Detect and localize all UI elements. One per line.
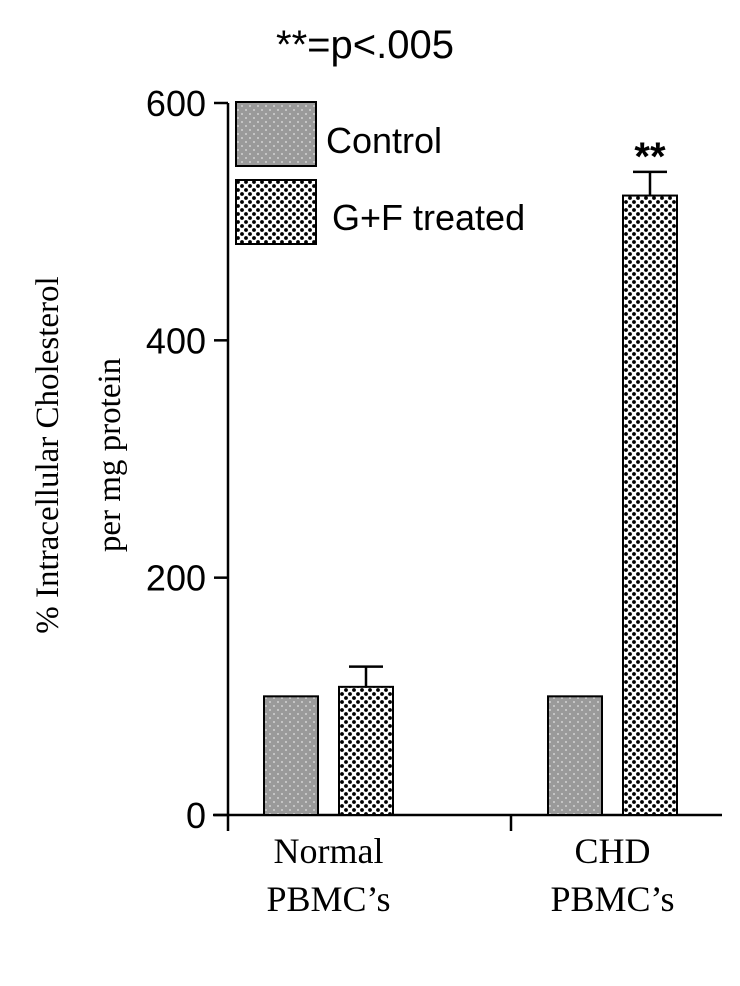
significance-label: **	[634, 135, 666, 179]
y-axis-title: % Intracellular Cholesterol per mg prote…	[30, 276, 128, 633]
bar	[622, 194, 678, 816]
y-tick-label: 600	[146, 83, 206, 124]
error-bars	[349, 170, 667, 687]
legend: Control G+F treated	[235, 101, 525, 245]
bar	[547, 695, 603, 816]
y-axis-title-line-1: % Intracellular Cholesterol	[30, 276, 66, 633]
y-tick-label: 400	[146, 320, 206, 361]
legend-label: G+F treated	[332, 197, 525, 238]
x-tick-label: Normal	[274, 831, 384, 871]
y-tick-label: 200	[146, 558, 206, 599]
chart-title: **=p<.005	[276, 23, 454, 67]
y-axis-title-line-2: per mg protein	[92, 358, 128, 552]
y-tick-label: 0	[186, 795, 206, 836]
annotations: **	[634, 135, 666, 179]
bar	[263, 695, 319, 816]
legend-swatch	[235, 101, 317, 167]
bars	[263, 194, 678, 817]
bar	[338, 685, 394, 817]
legend-swatch	[235, 179, 317, 245]
x-tick-label: PBMC’s	[266, 879, 390, 919]
legend-label: Control	[326, 120, 442, 161]
tick-labels: 0 200 400 600 Normal PBMC’s CHD PBMC’s	[146, 83, 675, 919]
x-tick-label: CHD	[574, 831, 650, 871]
x-tick-label: PBMC’s	[550, 879, 674, 919]
